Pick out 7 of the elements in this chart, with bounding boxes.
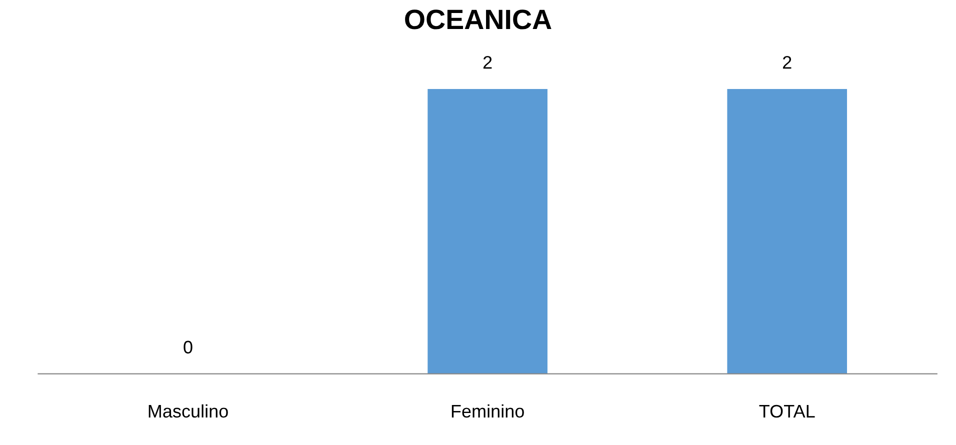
x-tick-label: Masculino xyxy=(148,404,228,418)
chart-title: OCEANICA xyxy=(405,10,552,30)
data-label: 2 xyxy=(483,56,492,69)
x-tick-label: Feminino xyxy=(452,404,524,418)
data-label: 0 xyxy=(184,340,192,354)
x-tick-label: TOTAL xyxy=(759,404,815,418)
data-label: 2 xyxy=(782,56,792,69)
